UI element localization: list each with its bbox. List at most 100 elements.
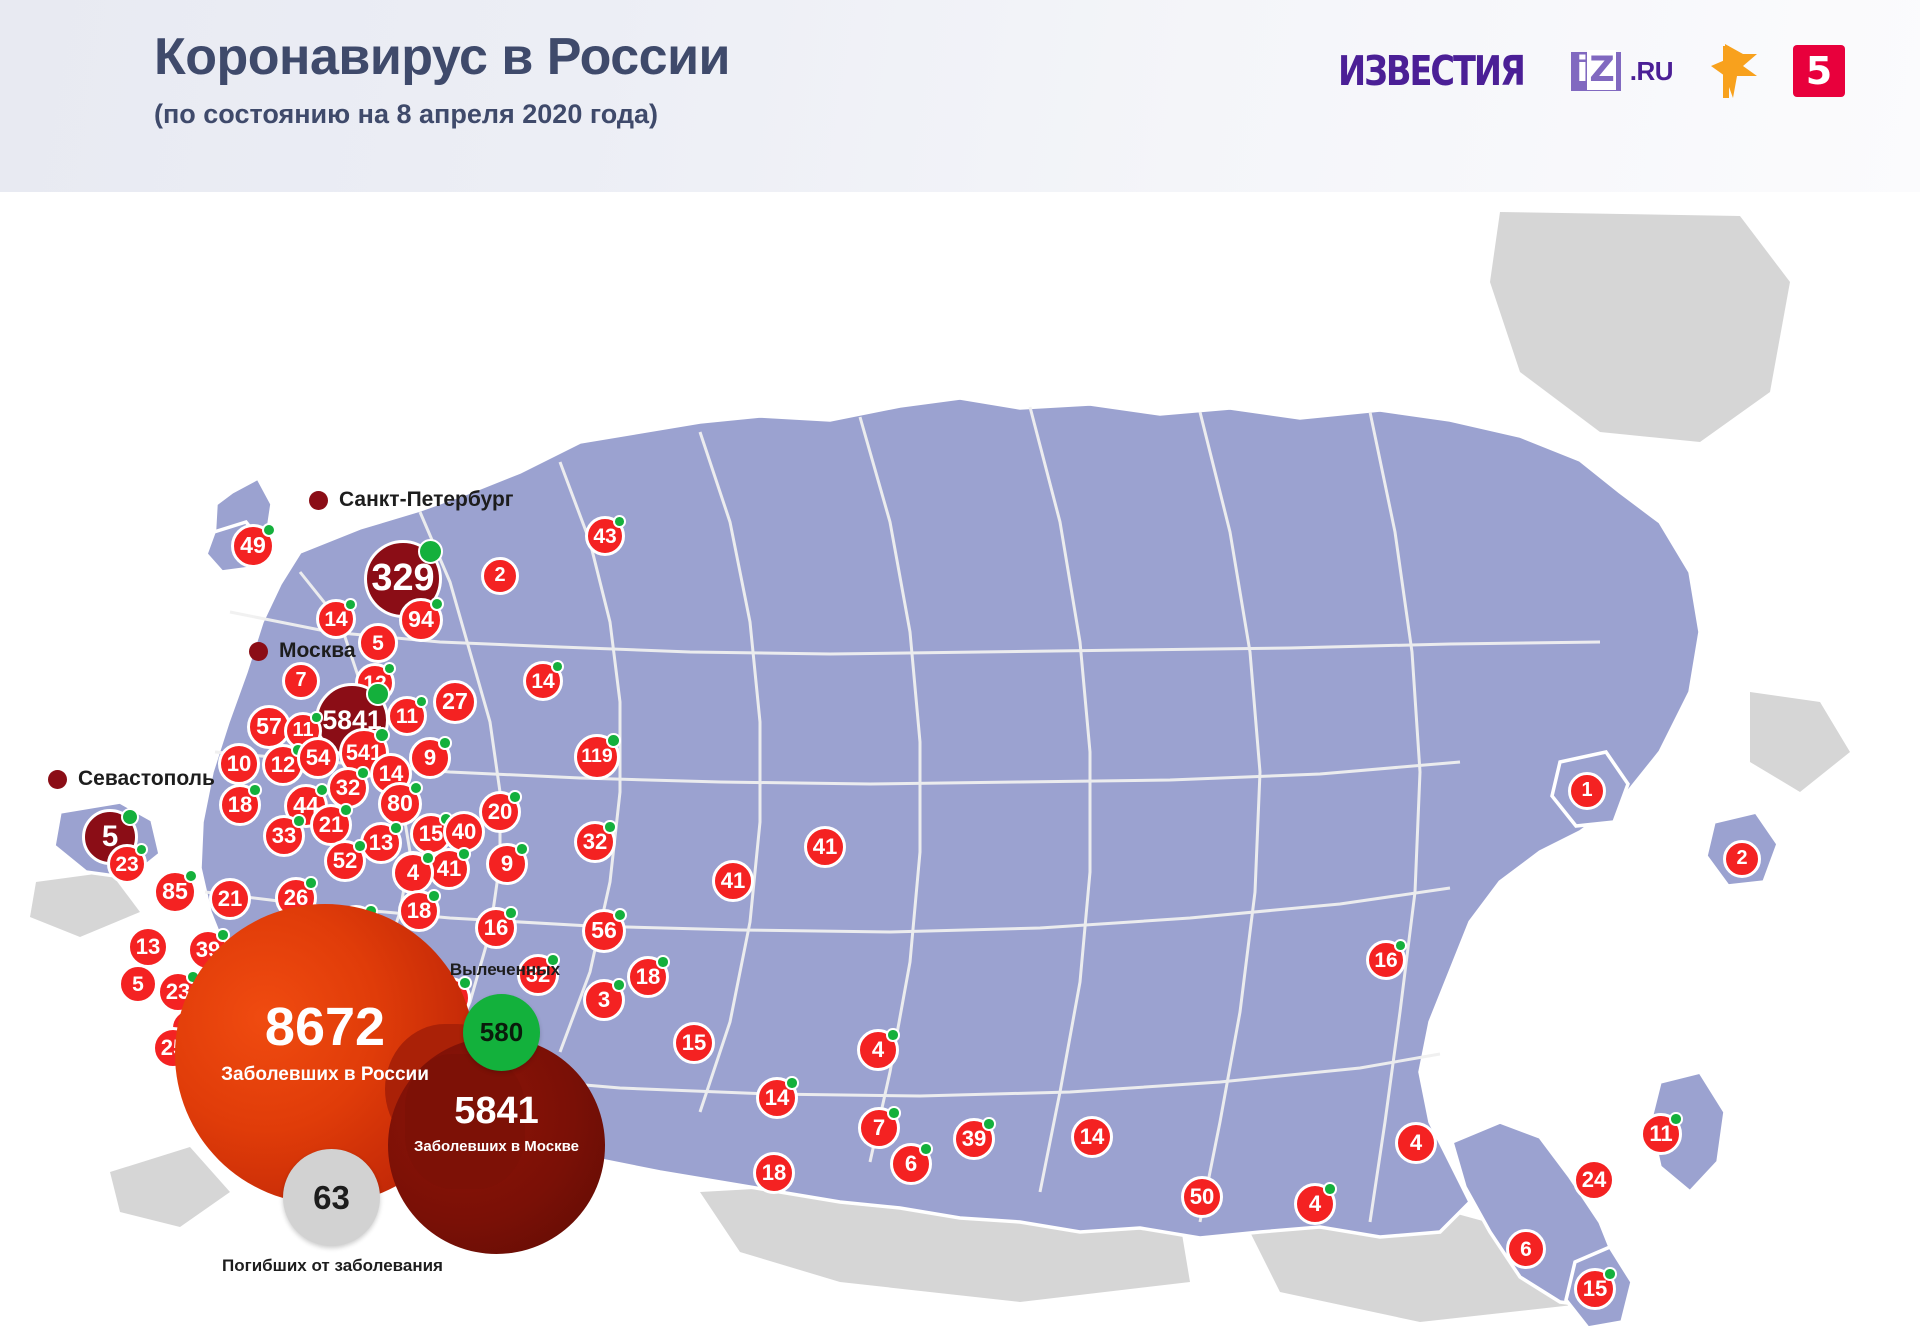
case-bubble-value: 2 xyxy=(1736,847,1748,870)
recovered-indicator-dot-icon xyxy=(508,790,522,804)
case-bubble-value: 13 xyxy=(368,829,394,855)
recovered-indicator-dot-icon xyxy=(785,1076,799,1090)
summary-figures: 8672 Заболевших в России 5841 Заболевших… xyxy=(175,904,675,1284)
recovered-caption: Вылеченных xyxy=(449,960,561,979)
case-bubble-value: 11 xyxy=(395,704,419,728)
recovered-indicator-dot-icon xyxy=(216,928,230,942)
total-cases-caption: Заболевших в России xyxy=(221,1064,429,1085)
case-bubble-value: 119 xyxy=(581,745,613,768)
legend-moscow: Москва xyxy=(249,639,356,663)
case-bubble-value: 7 xyxy=(295,669,307,692)
case-bubble-value: 1 xyxy=(1581,779,1593,802)
recovered-indicator-dot-icon xyxy=(353,839,367,853)
case-bubble: 21 xyxy=(209,878,251,920)
case-bubble-value: 6 xyxy=(1520,1237,1532,1261)
case-bubble: 9 xyxy=(409,737,451,779)
moscow-label: Москва xyxy=(279,639,356,662)
case-bubble-value: 50 xyxy=(1189,1183,1215,1209)
deaths-caption: Погибших от заболевания xyxy=(222,1256,443,1275)
recovered-indicator-dot-icon xyxy=(1393,939,1407,953)
recovered-indicator-dot-icon xyxy=(515,842,529,856)
case-bubble-value: 14 xyxy=(531,669,555,693)
case-bubble-value: 3 xyxy=(597,986,611,1012)
map-area: Санкт-Петербург Москва Севастополь 49 329… xyxy=(0,192,1920,1333)
deaths-number: 63 xyxy=(283,1149,380,1246)
case-bubble: 24 xyxy=(1573,1159,1615,1201)
page-subtitle: (по состоянию на 8 апреля 2020 года) xyxy=(154,98,659,129)
ren-tv-logo-icon[interactable] xyxy=(1707,42,1759,100)
page-title: Коронавирус в России xyxy=(154,28,731,86)
izvestia-logo[interactable]: ИЗВЕСТИЯ iZ .RU xyxy=(1338,49,1674,92)
case-bubble-value: 11 xyxy=(1649,1120,1673,1146)
case-bubble: 15 xyxy=(1574,1268,1616,1310)
recovered-indicator-dot-icon xyxy=(427,889,441,903)
recovered-indicator-dot-icon xyxy=(612,978,626,992)
recovered-indicator-dot-icon xyxy=(183,869,198,884)
total-cases-number: 8672 xyxy=(264,997,386,1057)
iz-badge-icon: iZ xyxy=(1571,49,1621,91)
case-bubble: 11 xyxy=(1640,1113,1682,1155)
blob-bridge-lower xyxy=(405,1054,525,1189)
case-bubble: 80 xyxy=(378,782,422,826)
case-bubble-value: 94 xyxy=(408,606,434,633)
case-bubble-value: 32 xyxy=(582,828,608,854)
case-bubble-value: 4 xyxy=(406,859,420,885)
case-bubble: 14 xyxy=(1071,1116,1113,1158)
recovered-indicator-dot-icon xyxy=(504,906,518,920)
saint-petersburg-dot-icon xyxy=(309,490,328,510)
recovered-indicator-dot-icon xyxy=(366,681,390,706)
recovered-indicator-dot-icon xyxy=(373,727,390,744)
sevastopol-label: Севастополь xyxy=(78,767,215,790)
case-bubble-value: 85 xyxy=(162,878,188,905)
case-bubble-value: 52 xyxy=(332,847,358,873)
case-bubble-value: 21 xyxy=(217,885,243,911)
recovered-indicator-dot-icon xyxy=(382,662,396,676)
recovered-indicator-dot-icon xyxy=(605,733,621,749)
case-bubble: 2 xyxy=(481,557,519,595)
recovered-indicator-dot-icon xyxy=(438,736,452,750)
case-bubble-value: 541 xyxy=(345,740,383,766)
case-bubble: 39 xyxy=(953,1118,995,1160)
recovered-indicator-dot-icon xyxy=(603,820,617,834)
case-bubble-value: 5 xyxy=(101,820,119,854)
case-bubble-value: 18 xyxy=(635,963,661,989)
recovered-indicator-dot-icon xyxy=(546,953,560,967)
recovered-indicator-dot-icon xyxy=(1669,1112,1683,1126)
case-bubble-value: 4 xyxy=(1409,1129,1423,1155)
recovered-indicator-dot-icon xyxy=(418,538,444,564)
recovered-indicator-dot-icon xyxy=(1323,1182,1337,1196)
case-bubble-value: 16 xyxy=(1374,948,1398,972)
case-bubble: 2 xyxy=(1723,840,1761,878)
case-bubble-value: 9 xyxy=(423,744,437,770)
recovered-indicator-dot-icon xyxy=(310,711,323,724)
case-bubble-value: 41 xyxy=(720,867,746,893)
saint-petersburg-label: Санкт-Петербург xyxy=(339,488,514,511)
recovered-indicator-dot-icon xyxy=(550,660,564,674)
case-bubble-value: 54 xyxy=(305,744,331,770)
case-bubble-value: 40 xyxy=(451,818,477,844)
recovered-indicator-dot-icon xyxy=(408,781,423,796)
case-bubble-value: 6 xyxy=(904,1150,918,1176)
case-bubble-value: 80 xyxy=(387,790,413,817)
recovered-indicator-dot-icon xyxy=(886,1028,900,1042)
case-bubble-value: 44 xyxy=(293,792,319,819)
case-bubble-value: 24 xyxy=(1581,1166,1607,1192)
recovered-indicator-dot-icon xyxy=(612,908,627,923)
case-bubble-value: 56 xyxy=(591,917,617,944)
title-block: Коронавирус в России (по состоянию на 8 … xyxy=(154,28,731,130)
case-bubble: 7 xyxy=(282,662,320,700)
case-bubble: 18 xyxy=(219,784,261,826)
case-bubble-value: 23 xyxy=(115,852,139,876)
case-bubble-value: 329 xyxy=(371,557,435,600)
case-bubble: 32 xyxy=(574,821,616,863)
case-bubble-value: 26 xyxy=(283,884,309,910)
case-bubble-value: 33 xyxy=(271,822,297,848)
recovered-indicator-dot-icon xyxy=(389,821,403,835)
moscow-cases-number: 5841 xyxy=(454,1090,539,1132)
case-bubble-value: 14 xyxy=(1079,1123,1105,1149)
case-bubble-value: 12 xyxy=(270,751,296,777)
recovered-indicator-dot-icon xyxy=(421,851,435,865)
case-bubble: 41 xyxy=(712,860,754,902)
channel-five-logo-icon[interactable]: 5 xyxy=(1793,45,1845,97)
recovered-indicator-dot-icon xyxy=(1603,1267,1617,1281)
